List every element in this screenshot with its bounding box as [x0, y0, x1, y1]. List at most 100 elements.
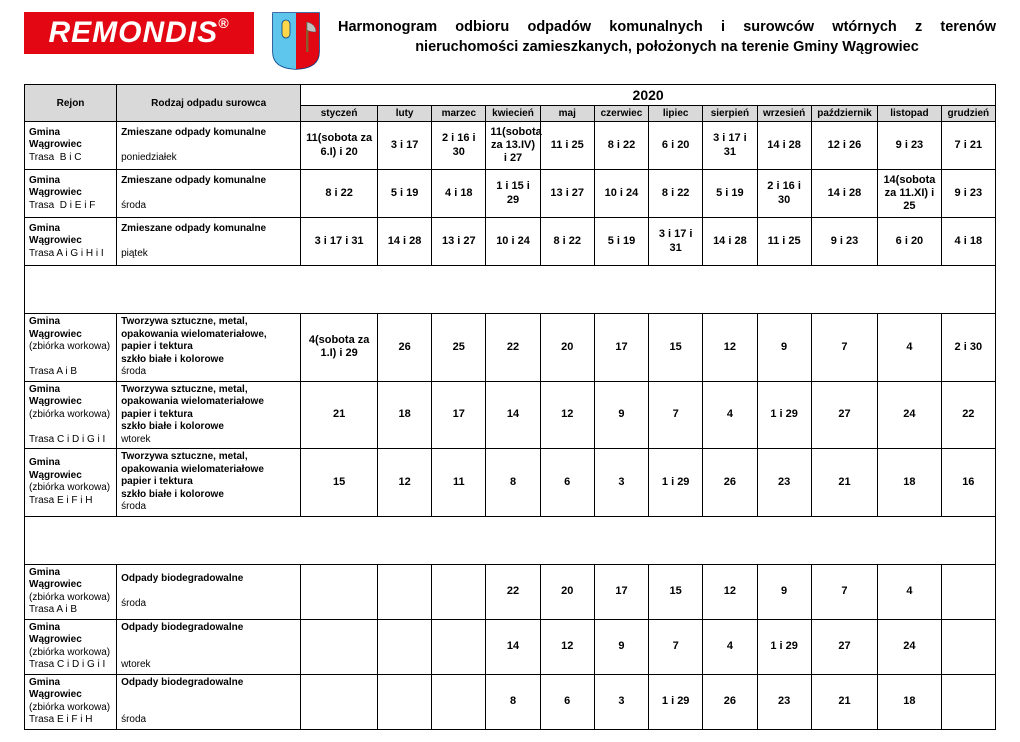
cell-rodzaj: Odpady biodegradowalneśroda: [117, 564, 301, 619]
th-month: kwiecień: [486, 106, 540, 122]
cell-value: 4: [703, 619, 757, 674]
cell-value: 4: [703, 381, 757, 449]
coat-of-arms-icon: [272, 12, 320, 70]
cell-value: 22: [941, 381, 995, 449]
cell-value: 24: [878, 619, 941, 674]
cell-rodzaj: Tworzywa sztuczne, metal, opakowania wie…: [117, 449, 301, 517]
cell-value: 11: [432, 449, 486, 517]
table-row: Gmina Wągrowiec(zbiórka workowa)Trasa C …: [25, 619, 996, 674]
cell-value: 18: [377, 381, 431, 449]
title-line-2: nieruchomości zamieszkanych, położonych …: [338, 38, 996, 58]
th-month: luty: [377, 106, 431, 122]
cell-rodzaj: Zmieszane odpady komunalneśroda: [117, 170, 301, 218]
logo-reg: ®: [218, 15, 229, 31]
cell-value: 14(sobota za 11.XI) i 25: [878, 170, 941, 218]
th-rejon: Rejon: [25, 85, 117, 122]
cell-value: 3 i 17 i 31: [703, 122, 757, 170]
cell-value: 7: [811, 564, 878, 619]
cell-value: 3: [594, 449, 648, 517]
cell-value: 23: [757, 449, 811, 517]
cell-rejon: Gmina Wągrowiec(zbiórka workowa)Trasa C …: [25, 619, 117, 674]
cell-rodzaj: Tworzywa sztuczne, metal, opakowania wie…: [117, 381, 301, 449]
th-month: listopad: [878, 106, 941, 122]
cell-rejon: Gmina Wągrowiec(zbiórka workowa)Trasa A …: [25, 314, 117, 382]
cell-value: 15: [649, 314, 703, 382]
cell-value: 4: [878, 314, 941, 382]
cell-value: 14 i 28: [703, 218, 757, 266]
cell-rodzaj: Tworzywa sztuczne, metal, opakowania wie…: [117, 314, 301, 382]
cell-value: [301, 564, 378, 619]
cell-value: 1 i 29: [757, 381, 811, 449]
cell-value: 15: [301, 449, 378, 517]
cell-value: 4 i 18: [941, 218, 995, 266]
cell-value: 8 i 22: [540, 218, 594, 266]
cell-value: 4 i 18: [432, 170, 486, 218]
cell-rejon: Gmina WągrowiecTrasa B i C: [25, 122, 117, 170]
cell-value: 26: [377, 314, 431, 382]
cell-value: 27: [811, 619, 878, 674]
cell-rodzaj: Zmieszane odpady komunalneponiedziałek: [117, 122, 301, 170]
logo-text: REMONDIS: [48, 16, 218, 50]
cell-value: 8: [486, 449, 540, 517]
cell-value: 9 i 23: [811, 218, 878, 266]
cell-value: 27: [811, 381, 878, 449]
cell-value: 14 i 28: [377, 218, 431, 266]
th-month: lipiec: [649, 106, 703, 122]
cell-rodzaj: Odpady biodegradowalnewtorek: [117, 619, 301, 674]
cell-value: 2 i 16 i 30: [432, 122, 486, 170]
cell-value: 14: [486, 619, 540, 674]
cell-value: 8 i 22: [301, 170, 378, 218]
table-row: Gmina WągrowiecTrasa B i CZmieszane odpa…: [25, 122, 996, 170]
cell-value: 22: [486, 314, 540, 382]
th-month: maj: [540, 106, 594, 122]
table-row: Gmina Wągrowiec(zbiórka workowa)Trasa A …: [25, 314, 996, 382]
title-line-1: Harmonogram odbioru odpadów komunalnych …: [338, 18, 996, 38]
table-head: Rejon Rodzaj odpadu surowca 2020 styczeń…: [25, 85, 996, 122]
cell-value: [941, 564, 995, 619]
cell-value: 24: [878, 381, 941, 449]
th-month: grudzień: [941, 106, 995, 122]
cell-value: 14 i 28: [811, 170, 878, 218]
cell-value: 3 i 17: [377, 122, 431, 170]
cell-value: 11 i 25: [757, 218, 811, 266]
separator-row: [25, 516, 996, 564]
th-month: wrzesień: [757, 106, 811, 122]
cell-value: 11(sobota za 13.IV) i 27: [486, 122, 540, 170]
cell-value: 7: [649, 381, 703, 449]
cell-rejon: Gmina Wągrowiec(zbiórka workowa)Trasa E …: [25, 449, 117, 517]
cell-value: 17: [594, 564, 648, 619]
cell-value: 11 i 25: [540, 122, 594, 170]
cell-value: 26: [703, 449, 757, 517]
cell-value: 6 i 20: [878, 218, 941, 266]
cell-value: 5 i 19: [377, 170, 431, 218]
th-month: styczeń: [301, 106, 378, 122]
cell-value: 1 i 29: [757, 619, 811, 674]
cell-value: 7: [649, 619, 703, 674]
cell-value: 22: [486, 564, 540, 619]
cell-value: 14: [486, 381, 540, 449]
table-row: Gmina Wągrowiec(zbiórka workowa)Trasa E …: [25, 449, 996, 517]
cell-value: 3 i 17 i 31: [649, 218, 703, 266]
cell-value: 12 i 26: [811, 122, 878, 170]
title-block: Harmonogram odbioru odpadów komunalnych …: [338, 12, 996, 57]
cell-value: 5 i 19: [594, 218, 648, 266]
cell-value: 7 i 21: [941, 122, 995, 170]
separator-row: [25, 266, 996, 314]
table-row: Gmina Wągrowiec(zbiórka workowa)Trasa C …: [25, 381, 996, 449]
th-year: 2020: [301, 85, 996, 106]
cell-value: 17: [594, 314, 648, 382]
cell-value: 20: [540, 564, 594, 619]
cell-value: 2 i 30: [941, 314, 995, 382]
cell-value: 1 i 15 i 29: [486, 170, 540, 218]
cell-value: 13 i 27: [432, 218, 486, 266]
th-month: sierpień: [703, 106, 757, 122]
cell-rejon: Gmina Wągrowiec(zbiórka workowa)Trasa C …: [25, 381, 117, 449]
cell-value: 3 i 17 i 31: [301, 218, 378, 266]
cell-value: 14 i 28: [757, 122, 811, 170]
table-row: Gmina WągrowiecTrasa D i E i FZmieszane …: [25, 170, 996, 218]
cell-value: 12: [540, 381, 594, 449]
cell-value: [941, 619, 995, 674]
remondis-logo: REMONDIS®: [24, 12, 254, 54]
cell-value: 6: [540, 449, 594, 517]
cell-value: 1 i 29: [649, 449, 703, 517]
